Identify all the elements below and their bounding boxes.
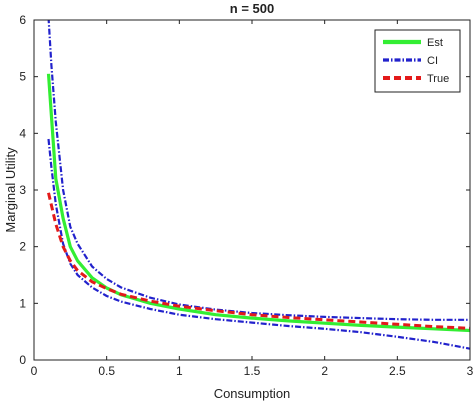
legend: Est CI True [374,29,461,93]
x-tick-label: 0 [31,364,38,378]
plot-area [46,20,470,350]
x-tick-label: 3 [467,364,474,378]
legend-label: Est [427,37,443,49]
x-tick-label: 0.5 [98,364,115,378]
y-tick-label: 5 [19,70,26,84]
x-tick-label: 1 [176,364,183,378]
series-line-ci [47,20,470,321]
series-line-true [47,192,470,330]
y-tick-label: 4 [19,126,26,140]
x-tick-label: 1.5 [244,364,261,378]
y-tick-label: 0 [19,353,26,367]
chart-title: n = 500 [230,1,274,16]
y-tick-label: 6 [19,13,26,27]
y-tick-label: 1 [19,296,26,310]
y-axis-title: Marginal Utility [3,147,18,233]
legend-label: True [427,73,449,85]
y-tick-label: 3 [19,183,26,197]
x-axis-title: Consumption [214,386,291,401]
y-tick-label: 2 [19,240,26,254]
series-line-est [46,73,470,333]
x-tick-label: 2 [321,364,328,378]
legend-label: CI [427,55,438,67]
x-tick-label: 2.5 [389,364,406,378]
series-line-ci-lower [47,138,470,350]
